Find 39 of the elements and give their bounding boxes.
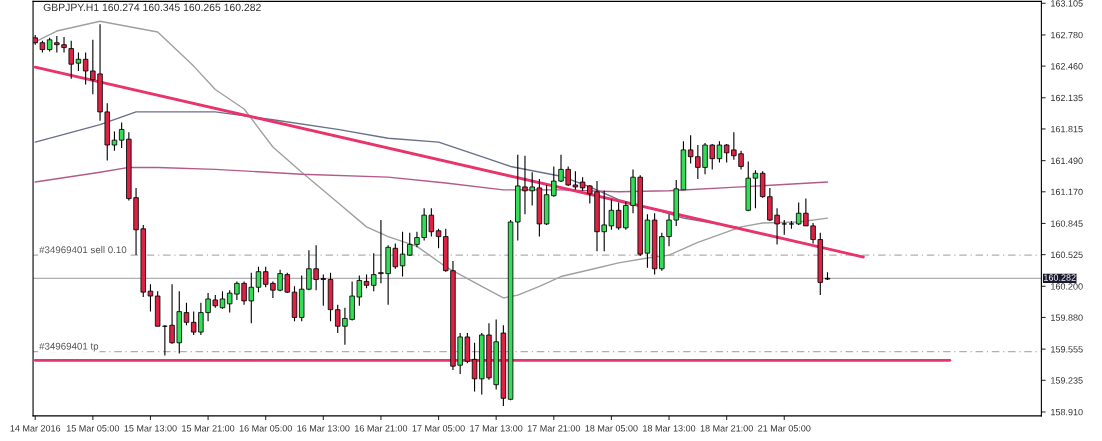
x-tick-label: 15 Mar 05:00	[66, 425, 120, 432]
candlestick	[399, 231, 406, 278]
candlestick	[147, 283, 154, 313]
x-tick-label: 15 Mar 21:00	[182, 425, 235, 432]
y-tick-label: 160.200	[1051, 283, 1083, 290]
x-tick-label: 18 Mar 21:00	[700, 425, 753, 432]
y-tick-label: 160.525	[1051, 251, 1083, 258]
y-tick-label: 161.490	[1051, 157, 1083, 164]
x-tick-label: 18 Mar 13:00	[643, 425, 696, 432]
candlestick	[371, 252, 377, 292]
x-tick-label: 18 Mar 05:00	[585, 425, 638, 432]
chart-title: GBPJPY.H1 160.274 160.345 160.265 160.282	[43, 3, 261, 12]
candlestick	[183, 302, 190, 326]
x-tick-label: 17 Mar 21:00	[527, 425, 581, 432]
y-tick-label: 159.235	[1051, 377, 1083, 384]
candlestick	[255, 266, 262, 293]
x-tick-label: 17 Mar 05:00	[412, 425, 465, 432]
y-tick-label: 162.460	[1051, 63, 1083, 70]
line-series	[34, 166, 829, 193]
y-tick-label: 161.815	[1051, 125, 1083, 133]
candlestick	[752, 169, 759, 209]
y-tick-label: 158.910	[1051, 408, 1083, 416]
x-tick-label: 16 Mar 21:00	[355, 425, 408, 432]
ref-line-label: #34969401 sell 0.10	[39, 246, 127, 254]
y-tick-label: 159.880	[1051, 314, 1083, 321]
y-tick-label: 160.845	[1051, 220, 1083, 227]
y-tick-label: 161.170	[1051, 188, 1083, 196]
ref-line-label: #34969401 tp	[39, 342, 99, 352]
y-tick-label: 163.105	[1051, 0, 1083, 7]
x-tick-label: 15 Mar 13:00	[124, 425, 177, 432]
y-tick-label: 159.555	[1051, 346, 1083, 353]
y-tick-label: 162.780	[1051, 31, 1083, 39]
y-tick-label: 162.135	[1051, 94, 1083, 102]
x-tick-label: 21 Mar 05:00	[758, 425, 811, 432]
x-tick-label: 17 Mar 13:00	[470, 425, 523, 432]
x-tick-label: 16 Mar 05:00	[239, 425, 292, 432]
x-tick-label: 14 Mar 2016	[10, 425, 61, 432]
ref-line-label: 160.282	[1044, 274, 1076, 281]
x-tick-label: 16 Mar 13:00	[297, 425, 350, 432]
